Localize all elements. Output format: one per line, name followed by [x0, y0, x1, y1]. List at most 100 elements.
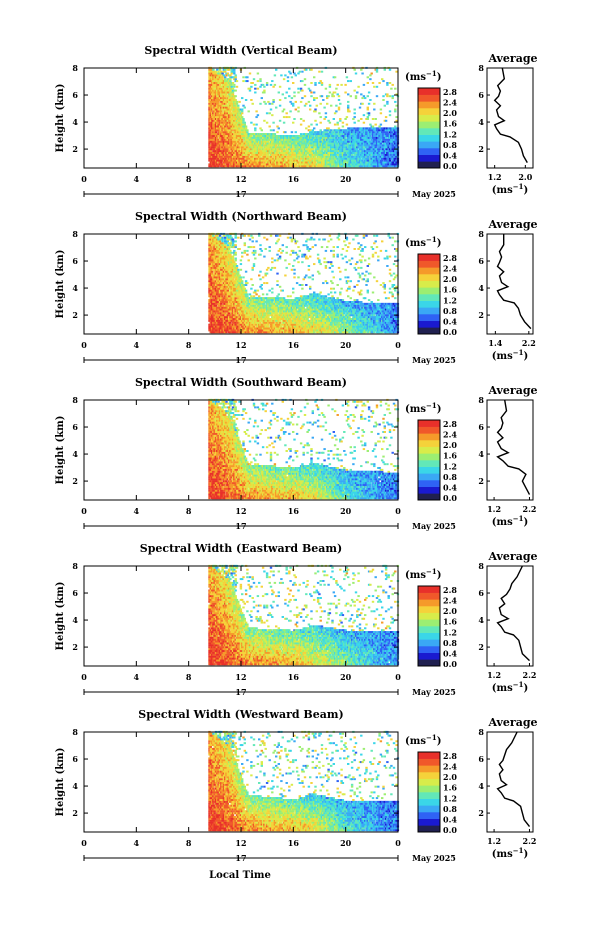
heatmap-cell	[234, 142, 237, 145]
heatmap-cell	[276, 153, 279, 156]
heatmap-cell	[297, 163, 300, 166]
heatmap-cell	[286, 135, 290, 137]
heatmap-cell	[229, 102, 232, 105]
heatmap-cell	[292, 104, 295, 107]
heatmap-cell	[231, 153, 235, 156]
heatmap-cell	[382, 80, 385, 83]
heatmap-cell	[243, 153, 246, 156]
heatmap-cell	[259, 142, 262, 145]
heatmap-cell	[386, 131, 389, 134]
heatmap-cell	[234, 95, 237, 98]
heatmap-cell	[263, 155, 266, 158]
heatmap-cell	[263, 146, 266, 149]
heatmap-cell	[275, 159, 278, 162]
heatmap-cell	[222, 119, 226, 122]
heatmap-cell	[302, 144, 305, 147]
heatmap-cell	[227, 148, 231, 151]
heatmap-cell	[292, 144, 295, 147]
heatmap-cell	[259, 163, 262, 166]
heatmap-cell	[250, 150, 253, 153]
heatmap-cell	[333, 123, 337, 126]
heatmap-cell	[216, 125, 219, 128]
heatmap-cell	[292, 135, 295, 137]
heatmap-cell	[388, 159, 392, 162]
heatmap-cell	[210, 112, 214, 115]
heatmap-cell	[265, 163, 269, 166]
heatmap-cell	[237, 236, 240, 239]
heatmap-cell	[316, 142, 320, 145]
heatmap-cell	[235, 136, 239, 139]
heatmap-cell	[217, 153, 220, 156]
heatmap-cell	[302, 163, 305, 166]
heatmap-cell	[258, 155, 261, 158]
heatmap-cell	[254, 129, 257, 132]
heatmap-cell	[237, 125, 240, 128]
average-y-tick-label: 2	[478, 144, 484, 154]
heatmap-cell	[328, 83, 332, 86]
heatmap-cell	[225, 144, 228, 147]
heatmap-cell	[254, 155, 257, 158]
heatmap-cell	[226, 72, 229, 75]
heatmap-cell	[226, 155, 229, 158]
heatmap-cell	[256, 161, 260, 164]
heatmap-cell	[318, 70, 321, 73]
heatmap-cell	[233, 127, 236, 130]
heatmap-cell	[263, 148, 266, 151]
heatmap-cell	[298, 135, 301, 137]
heatmap-cell	[241, 159, 244, 162]
heatmap-cell	[225, 110, 228, 113]
heatmap-cell	[243, 135, 246, 137]
heatmap-cell	[214, 116, 218, 119]
heatmap-cell	[247, 144, 250, 147]
heatmap-cell	[263, 161, 266, 164]
heatmap-cell	[263, 100, 266, 103]
heatmap-cell	[264, 165, 267, 168]
heatmap-cell	[222, 125, 226, 128]
heatmap-cell	[222, 127, 226, 130]
heatmap-cell	[221, 131, 224, 134]
heatmap-cell	[306, 163, 309, 166]
heatmap-cell	[241, 108, 244, 111]
heatmap-cell	[295, 152, 299, 154]
heatmap-cell	[227, 114, 231, 117]
heatmap-cell	[214, 78, 218, 81]
heatmap-cell	[239, 159, 243, 162]
heatmap-cell	[297, 150, 300, 153]
heatmap-cell	[221, 127, 224, 130]
heatmap-cell	[218, 127, 222, 130]
heatmap-cell	[261, 91, 265, 94]
heatmap-cell	[295, 146, 299, 149]
heatmap-cell	[332, 95, 335, 98]
heatmap-cell	[263, 163, 266, 166]
heatmap-cell	[218, 153, 222, 156]
heatmap-cell	[369, 123, 372, 126]
heatmap-cell	[225, 87, 228, 90]
heatmap-cell	[386, 100, 389, 103]
heatmap-cell	[231, 100, 235, 103]
heatmap-cell	[212, 100, 215, 103]
heatmap-cell	[276, 140, 279, 143]
heatmap-cell	[280, 142, 283, 145]
heatmap-cell	[230, 133, 233, 136]
heatmap-cell	[285, 112, 288, 115]
heatmap-cell	[217, 112, 220, 115]
heatmap-cell	[229, 165, 232, 168]
heatmap-cell	[220, 133, 223, 136]
heatmap-cell	[313, 136, 316, 139]
heatmap-cell	[216, 155, 219, 158]
heatmap-cell	[306, 138, 309, 141]
heatmap-cell	[289, 153, 292, 156]
heatmap-cell	[273, 157, 277, 160]
heatmap-cell	[254, 138, 257, 141]
heatmap-cell	[255, 142, 258, 145]
heatmap-cell	[241, 129, 244, 132]
heatmap-cell	[252, 144, 256, 147]
heatmap-cell	[231, 91, 235, 94]
heatmap-cell	[213, 146, 216, 149]
heatmap-cell	[259, 136, 262, 139]
heatmap-cell	[234, 159, 237, 162]
heatmap-cell	[260, 152, 263, 154]
heatmap-cell	[303, 140, 307, 143]
heatmap-cell	[233, 116, 236, 119]
heatmap-cell	[216, 144, 219, 147]
